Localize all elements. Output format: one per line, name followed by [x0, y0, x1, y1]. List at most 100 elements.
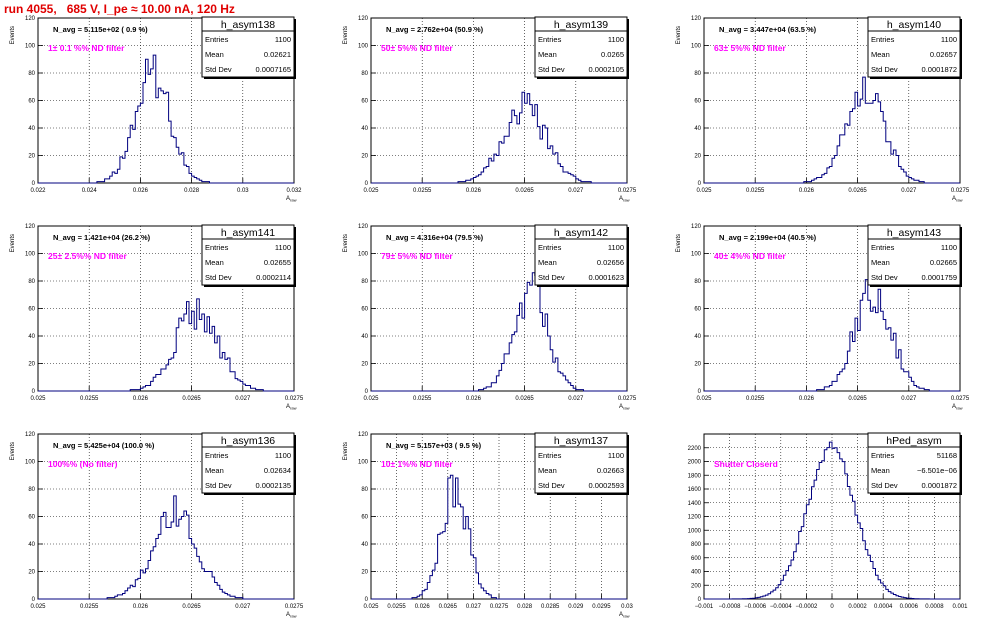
- stats-value: 1100: [941, 35, 957, 44]
- histogram-panel-h_asym142: 0.025 0.0255 0.026 0.0265 0.027 0.0275 0 20 40 60…: [343, 224, 637, 411]
- y-tick-label: 1000: [688, 528, 702, 534]
- y-tick-label: 100: [25, 252, 36, 258]
- x-tick-label: 0.001: [952, 604, 968, 610]
- y-tick-label: 60: [694, 99, 701, 105]
- y-axis-title: Events: [343, 26, 349, 44]
- y-axis-title: Events: [343, 442, 349, 460]
- y-tick-label: 0: [698, 389, 702, 395]
- stats-box: [534, 224, 628, 286]
- stats-box: [867, 16, 961, 78]
- y-axis-title: Events: [10, 26, 16, 44]
- histogram-name: h_asym136: [221, 435, 275, 447]
- stats-key: Entries: [538, 451, 562, 460]
- stats-value: 0.02656: [597, 258, 624, 267]
- stats-value: 1100: [941, 243, 957, 252]
- x-tick-label: 0.0265: [182, 396, 201, 402]
- y-tick-label: 40: [361, 542, 368, 548]
- stats-value: 0.0001759: [922, 273, 957, 282]
- stats-value: 1100: [608, 243, 624, 252]
- histogram-name: h_asym141: [221, 227, 275, 239]
- stats-key: Entries: [205, 35, 229, 44]
- histogram-name: hPed_asym: [886, 435, 942, 447]
- x-tick-label: 0.03: [621, 604, 633, 610]
- x-tick-label: 0.0275: [618, 188, 637, 194]
- stats-box: [534, 16, 628, 78]
- y-tick-label: 60: [694, 307, 701, 313]
- y-tick-label: 120: [691, 16, 702, 22]
- stats-key: Entries: [538, 243, 562, 252]
- y-tick-label: 1800: [688, 473, 702, 479]
- filter-note: 50± 5%% ND filter: [381, 43, 453, 53]
- x-tick-label: 0.0275: [951, 396, 970, 402]
- stats-box: [201, 432, 295, 494]
- stats-value: 1100: [608, 35, 624, 44]
- stats-value: 1100: [275, 451, 291, 460]
- y-tick-label: 0: [698, 181, 702, 187]
- y-tick-label: 0: [32, 389, 36, 395]
- y-tick-label: 0: [698, 597, 702, 603]
- y-tick-label: 120: [25, 432, 36, 438]
- stats-value: 0.0002593: [589, 481, 624, 490]
- filter-note: 100%% (No filter): [48, 459, 118, 469]
- x-tick-label: 0.0275: [618, 396, 637, 402]
- stats-value: 0.0001623: [589, 273, 624, 282]
- stats-key: Std Dev: [871, 273, 898, 282]
- y-tick-label: 200: [691, 583, 702, 589]
- x-tick-label: 0.025: [363, 604, 379, 610]
- stats-key: Mean: [871, 50, 890, 59]
- y-tick-label: 40: [694, 334, 701, 340]
- histogram-panel-h_asym141: 0.025 0.0255 0.026 0.0265 0.027 0.0275 0 20 40 60…: [10, 224, 304, 411]
- stats-key: Std Dev: [205, 273, 232, 282]
- stats-value: 1100: [275, 35, 291, 44]
- y-tick-label: 40: [361, 126, 368, 132]
- stats-key: Mean: [205, 466, 224, 475]
- x-tick-label: 0.027: [901, 188, 917, 194]
- stats-key: Mean: [205, 50, 224, 59]
- navg-label: N_avg = 5.157e+03 ( 9.5 %): [386, 441, 482, 450]
- y-tick-label: 400: [691, 570, 702, 576]
- x-tick-label: 0.03: [237, 188, 249, 194]
- y-tick-label: 40: [28, 126, 35, 132]
- navg-label: N_avg = 3.447e+04 (63.5 %): [719, 25, 817, 34]
- filter-note: 25± 2.5%% ND filter: [48, 251, 128, 261]
- x-tick-label: 0.0295: [592, 604, 611, 610]
- x-tick-label: 0.026: [466, 188, 482, 194]
- y-tick-label: 120: [25, 16, 36, 22]
- x-tick-label: 0.025: [696, 396, 712, 402]
- y-tick-label: 100: [691, 252, 702, 258]
- stats-key: Std Dev: [538, 481, 565, 490]
- filter-note: 79± 5%% ND filter: [381, 251, 453, 261]
- stats-box: [201, 224, 295, 286]
- x-tick-label: 0.0265: [848, 188, 867, 194]
- histogram-name: h_asym137: [554, 435, 608, 447]
- y-tick-label: 0: [365, 389, 369, 395]
- x-tick-label: 0.0255: [387, 604, 406, 610]
- x-tick-label: 0.025: [696, 188, 712, 194]
- y-tick-label: 60: [361, 99, 368, 105]
- stats-value: 0.0001872: [922, 65, 957, 74]
- y-tick-label: 60: [28, 515, 35, 521]
- x-tick-label: 0.026: [133, 396, 149, 402]
- y-tick-label: 60: [361, 515, 368, 521]
- x-axis-title: Araw: [952, 196, 963, 203]
- stats-value: 0.0002135: [256, 481, 291, 490]
- y-axis-title: Events: [10, 234, 16, 252]
- y-tick-label: 120: [25, 224, 36, 230]
- run-title: run 4055, 685 V, I_pe ≈ 10.00 nA, 120 Hz: [4, 2, 235, 16]
- stats-value: 0.02655: [264, 258, 291, 267]
- x-axis-title: Araw: [619, 404, 630, 411]
- x-tick-label: 0.0265: [848, 396, 867, 402]
- stats-value: 0.0265: [601, 50, 624, 59]
- filter-note: 1± 0.1 %% ND filter: [48, 43, 125, 53]
- y-tick-label: 80: [361, 71, 368, 77]
- x-tick-label: −0.001: [695, 604, 714, 610]
- y-tick-label: 60: [28, 99, 35, 105]
- navg-label: N_avg = 4.316e+04 (79.5 %): [386, 233, 484, 242]
- histogram-name: h_asym139: [554, 19, 608, 31]
- y-tick-label: 2000: [688, 460, 702, 466]
- navg-label: N_avg = 5.115e+02 ( 0.9 %): [53, 25, 148, 34]
- y-tick-label: 120: [358, 224, 369, 230]
- x-tick-label: 0.0004: [874, 604, 893, 610]
- y-tick-label: 20: [28, 362, 35, 368]
